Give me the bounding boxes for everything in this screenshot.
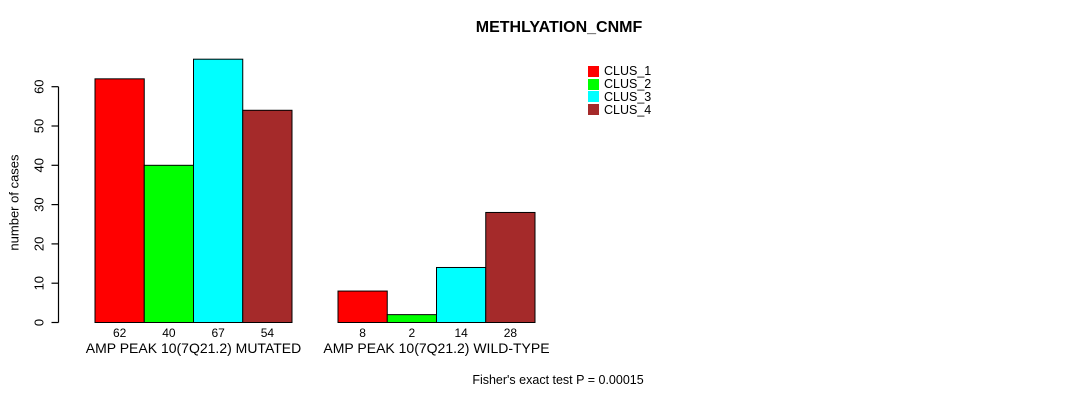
legend-label: CLUS_4 [604, 102, 652, 117]
legend-swatch-clus_4 [588, 104, 599, 116]
bar-clus_1-group2 [337, 290, 388, 323]
bar-value-label: 8 [359, 326, 366, 340]
y-axis-tick-label: 0 [32, 319, 47, 326]
legend-label: CLUS_2 [604, 77, 652, 92]
y-axis-tick-label: 50 [32, 119, 47, 133]
bar-clus_3-group1 [193, 58, 244, 323]
y-axis-tick-label: 30 [32, 197, 47, 211]
chart-title: METHLYATION_CNMF [475, 19, 643, 36]
legend-swatch-clus_1 [588, 65, 599, 77]
bar-clus_2-group2 [386, 314, 437, 324]
bar-clus_1-group1 [94, 78, 145, 323]
legend-swatch-clus_3 [588, 91, 599, 103]
fisher-test-annotation: Fisher's exact test P = 0.00015 [472, 373, 644, 387]
legend-label: CLUS_3 [604, 90, 652, 104]
bar-clus_4-group1 [242, 109, 293, 323]
bar-value-label: 2 [409, 326, 416, 340]
bar-clus_4-group2 [485, 211, 536, 324]
bar-clus_3-group2 [436, 266, 487, 324]
group-label: AMP PEAK 10(7Q21.2) WILD-TYPE [323, 340, 549, 356]
bar-value-label: 54 [261, 326, 275, 340]
y-axis-tick-label: 40 [32, 158, 47, 172]
legend-item-clus_4: CLUS_4 [588, 102, 652, 117]
bar-clus_2-group1 [143, 164, 194, 323]
legend-item-clus_1: CLUS_1 [588, 64, 652, 79]
bar-value-label: 14 [454, 326, 468, 340]
legend: CLUS_1 CLUS_2 CLUS_3 CLUS_4 [588, 64, 652, 117]
group-label: AMP PEAK 10(7Q21.2) MUTATED [86, 340, 302, 356]
bar-value-label: 62 [113, 326, 127, 340]
bar-value-label: 40 [162, 326, 176, 340]
legend-label: CLUS_1 [604, 64, 652, 79]
y-axis-tick-label: 60 [32, 79, 47, 93]
legend-swatch-clus_2 [588, 78, 599, 90]
y-axis-title: number of cases [6, 154, 22, 251]
y-axis-tick-label: 20 [32, 237, 47, 251]
legend-item-clus_2: CLUS_2 [588, 77, 652, 92]
bar-value-label: 28 [504, 326, 518, 340]
legend-item-clus_3: CLUS_3 [588, 90, 652, 104]
bar-value-label: 67 [211, 326, 225, 340]
y-axis-tick-label: 10 [32, 276, 47, 290]
